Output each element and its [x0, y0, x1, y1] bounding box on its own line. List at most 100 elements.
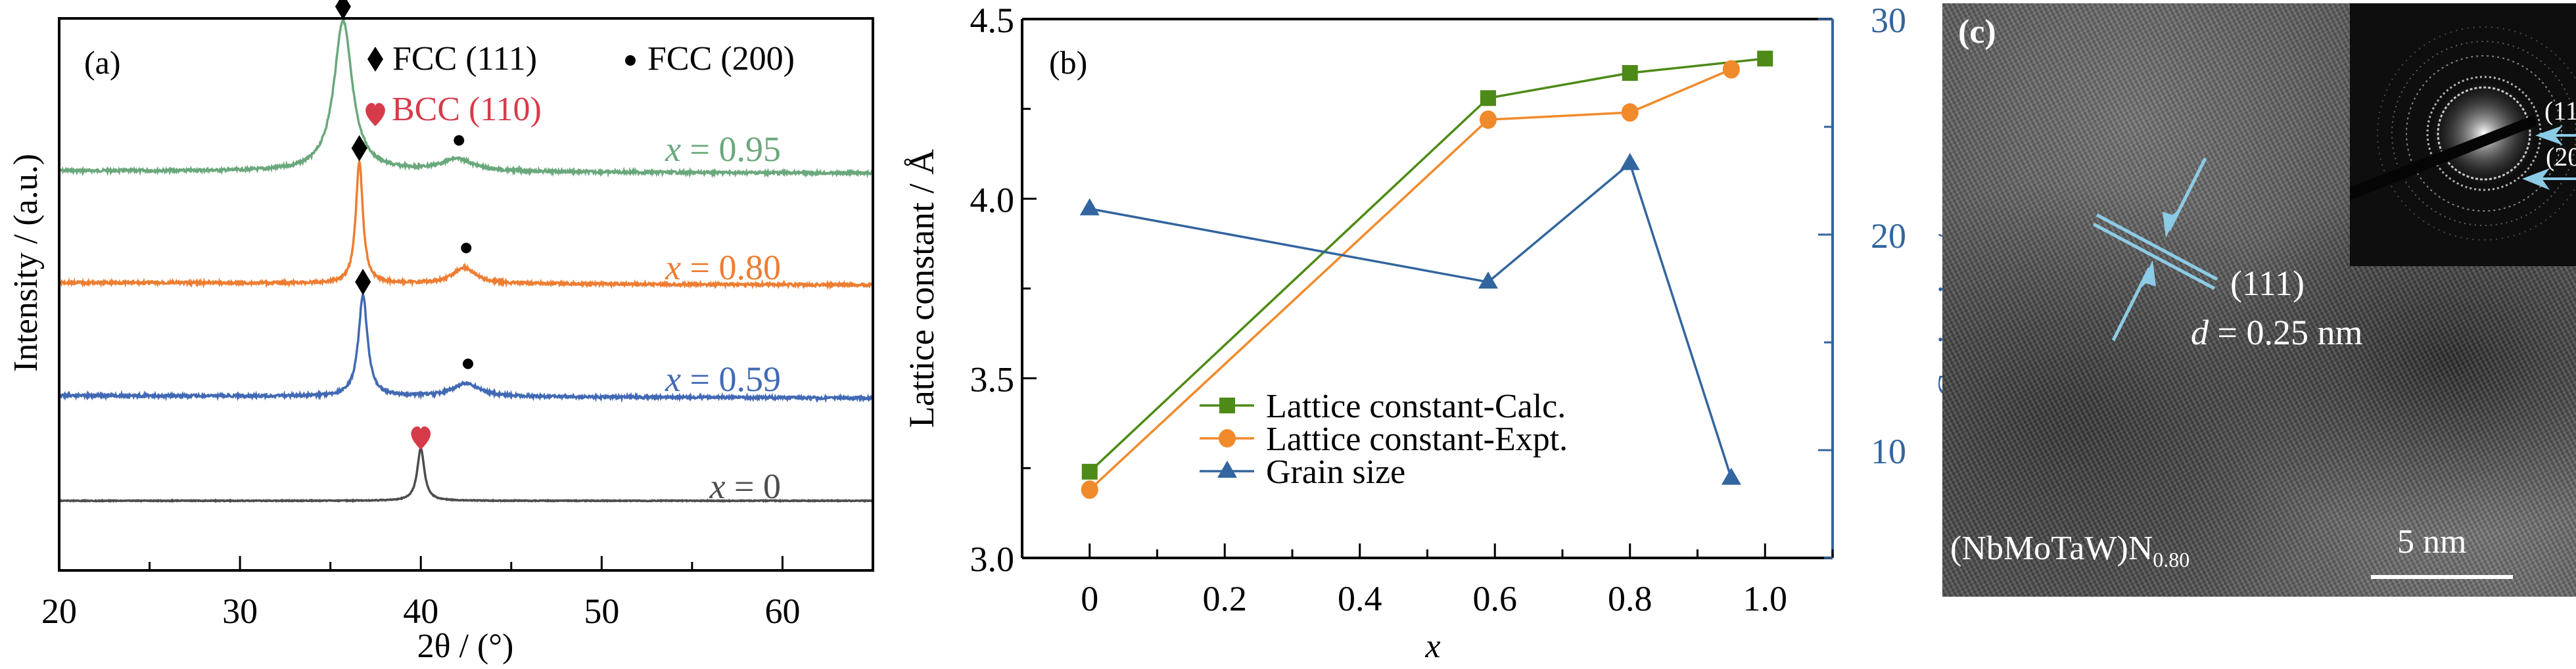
legend-marker-square-icon — [1219, 398, 1235, 413]
saed-label-111: (111) — [2544, 96, 2576, 126]
panel-b-series — [1079, 51, 1773, 499]
panel-b-axes: 0 0.2 0.4 0.6 0.8 1.0 3.0 3.5 4.0 4.5 10 20 30 — [970, 1, 1907, 618]
saed-arrow-200-head — [2522, 168, 2550, 190]
panel-a-plot-frame — [58, 17, 874, 572]
x-tick-label: 50 — [584, 591, 619, 631]
xrd-curve — [59, 446, 873, 503]
sample-formula: (NbMoTaW)N — [1950, 530, 2153, 567]
x-tick-label: 1.0 — [1743, 579, 1788, 618]
saed-ring-3 — [2406, 55, 2562, 212]
series-labels: x = 0.95x = 0.80x = 0.59x = 0 — [665, 129, 781, 506]
y-tick-label: 4.0 — [970, 180, 1015, 219]
panel-b-legend: Lattice constant-Calc.Lattice constant-E… — [1200, 388, 1568, 491]
fringe-line-1 — [2096, 213, 2218, 281]
series-label-var: x — [665, 129, 690, 169]
saed-arrow-111-head — [2535, 126, 2563, 145]
data-point-circle — [1722, 60, 1740, 79]
fringe-arrow-top-head — [2163, 208, 2180, 238]
panel-b-label: (b) — [1049, 44, 1087, 81]
data-point-triangle — [1620, 152, 1640, 170]
series-label-var: x — [665, 248, 690, 287]
x-tick-label: 30 — [222, 591, 258, 631]
legend-fcc111-label: FCC (111) — [392, 40, 537, 78]
saed-ring-200 — [2426, 76, 2542, 191]
legend-label: Lattice constant-Expt. — [1266, 421, 1568, 458]
series-line-square — [1089, 57, 1766, 473]
data-point-circle — [1081, 480, 1098, 499]
panel-b-xlabel: x — [1424, 628, 1440, 665]
series-label-value: = 0.80 — [690, 248, 781, 287]
legend-dot-icon — [625, 55, 636, 66]
scale-bar — [2371, 575, 2513, 579]
data-point-square — [1757, 51, 1773, 67]
panel-a-xrd: 20 30 40 50 60 (a) FCC (111) FCC (200) BCC (… — [7, 0, 874, 665]
x-tick-label: 0.8 — [1608, 579, 1652, 618]
sample-label: (NbMoTaW)N0.80 — [1950, 529, 2190, 572]
fringe-arrow-bottom-head — [2138, 260, 2156, 290]
d-spacing-var: d — [2191, 313, 2209, 352]
legend-fcc200-label: FCC (200) — [647, 40, 795, 78]
series-line-triangle — [1089, 161, 1733, 479]
data-point-circle — [1479, 110, 1497, 129]
x-tick-label: 0 — [1081, 579, 1098, 618]
legend-label: Grain size — [1266, 453, 1405, 491]
y2-tick-label: 20 — [1871, 216, 1906, 256]
plane-label-111: (111) — [2230, 264, 2305, 303]
x-tick-label: 0.4 — [1338, 579, 1382, 618]
xrd-curve — [59, 290, 874, 404]
data-point-triangle — [1721, 467, 1741, 485]
fcc200-dot-icon — [461, 242, 472, 254]
legend-marker-circle-icon — [1219, 429, 1236, 448]
xrd-curve — [58, 160, 874, 290]
xrd-curve — [59, 15, 874, 179]
scale-bar-label: 5 nm — [2397, 523, 2467, 561]
panel-a-axes: 20 30 40 50 60 — [41, 17, 874, 631]
series-line-circle — [1089, 68, 1732, 491]
saed-ring-111 — [2437, 86, 2531, 181]
x-tick-label: 0.6 — [1473, 579, 1518, 618]
d-spacing-value: = 0.25 nm — [2217, 313, 2363, 352]
data-point-square — [1081, 463, 1098, 480]
bcc110-heart-icon — [411, 426, 431, 450]
fcc111-diamond-icon — [335, 0, 351, 20]
fcc200-dot-icon — [463, 358, 473, 369]
legend-label: Lattice constant-Calc. — [1266, 388, 1566, 425]
series-label-value: = 0 — [734, 467, 781, 506]
legend-marker-triangle-icon — [1217, 461, 1237, 478]
d-spacing-label: d = 0.25 nm — [2191, 312, 2362, 353]
series-label-var: x — [665, 359, 690, 399]
fcc111-diamond-icon — [351, 135, 367, 162]
series-label: x = 0.95 — [665, 129, 781, 169]
data-point-square — [1480, 90, 1496, 106]
panel-a-label: (a) — [84, 44, 121, 81]
panel-b-ylabel: Lattice constant / Å — [902, 149, 941, 428]
sample-subscript: 0.80 — [2153, 547, 2190, 572]
series-label: x = 0.80 — [665, 248, 781, 287]
legend-bcc110-label: BCC (110) — [392, 91, 542, 128]
data-point-triangle — [1079, 198, 1100, 216]
saed-pattern-inset: (111) (200) — [2350, 3, 2576, 266]
panel-b-lattice-grain: 0 0.2 0.4 0.6 0.8 1.0 3.0 3.5 4.0 4.5 10 20 30 (b) L… — [902, 1, 1970, 665]
y2-tick-label: 30 — [1871, 1, 1906, 40]
x-tick-label: 0.2 — [1203, 579, 1248, 618]
xrd-peak-markers — [335, 0, 473, 450]
x-tick-label: 60 — [764, 591, 800, 631]
y2-tick-label: 10 — [1871, 432, 1906, 471]
panel-a-legend: FCC (111) FCC (200) BCC (110) — [365, 40, 795, 128]
panel-a-xlabel: 2θ / (°) — [417, 628, 514, 665]
y-tick-label: 3.5 — [970, 360, 1015, 400]
beam-stopper — [2350, 115, 2537, 200]
series-label-value: = 0.59 — [690, 359, 781, 399]
panel-c-tem-image: (111) (200) (c) (111) d = 0.25 nm (NbMoT… — [1942, 3, 2576, 597]
fcc111-diamond-icon — [355, 269, 371, 295]
fringe-line-2 — [2092, 222, 2216, 290]
fcc200-dot-icon — [454, 135, 465, 146]
data-point-square — [1622, 65, 1638, 81]
saed-center-glow — [2431, 81, 2537, 186]
data-point-circle — [1621, 103, 1639, 122]
saed-pattern-svg — [2350, 26, 2576, 241]
panel-c-label: (c) — [1958, 13, 1996, 51]
legend-diamond-icon — [367, 47, 383, 72]
series-label-var: x — [709, 467, 734, 506]
